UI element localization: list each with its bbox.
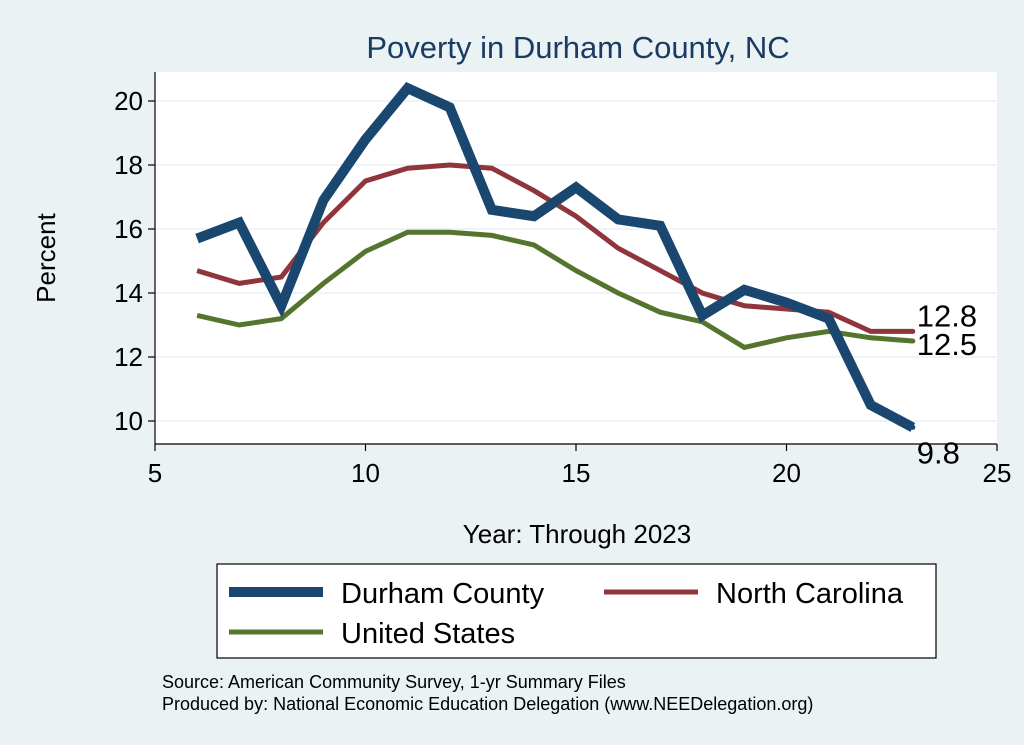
x-axis-ticks: 5 10 15 20 25 [148, 444, 1012, 488]
series-lines [195, 82, 916, 432]
source-note: Source: American Community Survey, 1-yr … [162, 672, 626, 692]
y-tick-label-20: 20 [114, 86, 143, 116]
end-point-0 [910, 424, 916, 430]
x-tick-label-15: 15 [562, 458, 591, 488]
legend-box [216, 563, 937, 659]
y-axis-title: Percent [31, 212, 61, 302]
end-label-united-states: 12.5 [917, 327, 977, 362]
end-point-2 [910, 338, 916, 344]
series-line-united-states [196, 229, 913, 351]
end-label-durham-county: 9.8 [917, 435, 960, 470]
end-labels: 9.8 12.812.5 [917, 298, 977, 470]
y-axis-ticks: 10 12 14 16 18 20 [114, 86, 155, 436]
legend-label-north-carolina: North Carolina [716, 578, 904, 610]
legend-label-durham: Durham County [341, 578, 545, 610]
y-tick-label-12: 12 [114, 342, 143, 372]
y-tick-label-10: 10 [114, 406, 143, 436]
x-tick-label-5: 5 [148, 458, 162, 488]
x-tick-label-25: 25 [983, 458, 1012, 488]
y-tick-label-18: 18 [114, 150, 143, 180]
series-line-durham-county [195, 82, 916, 432]
x-axis-title: Year: Through 2023 [463, 519, 691, 549]
y-tick-label-14: 14 [114, 278, 143, 308]
gridlines [155, 100, 997, 422]
x-tick-label-10: 10 [351, 458, 380, 488]
end-point-1 [910, 328, 916, 334]
plot-area [155, 72, 997, 444]
x-tick-label-20: 20 [772, 458, 801, 488]
chart-title: Poverty in Durham County, NC [366, 30, 789, 65]
end-label-north-carolina: 12.8 [917, 298, 977, 333]
y-tick-label-16: 16 [114, 214, 143, 244]
producer-note: Produced by: National Economic Education… [162, 694, 813, 714]
legend-label-united-states: United States [341, 618, 515, 650]
